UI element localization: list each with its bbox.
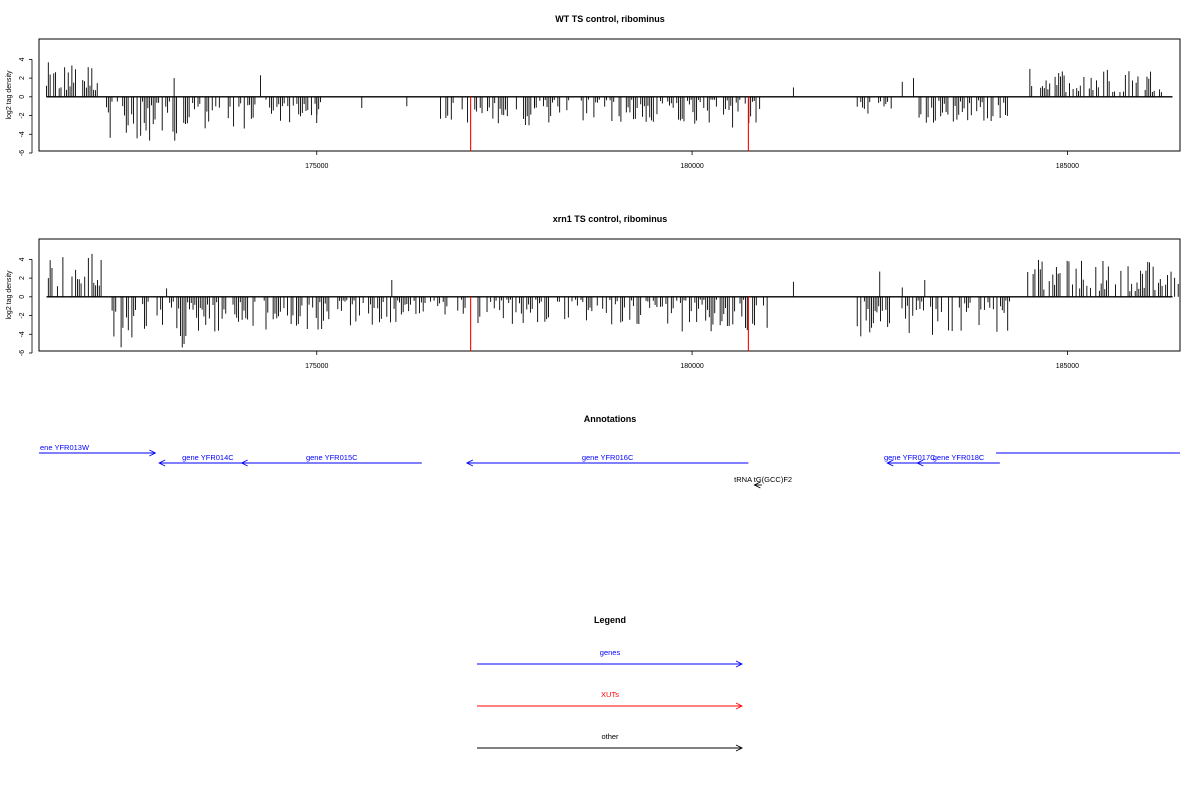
annotation-feature: ene YFR013W xyxy=(39,443,157,457)
y-tick-label: 4 xyxy=(19,257,26,261)
legend-label: XUTs xyxy=(601,690,619,699)
y-tick-label: -2 xyxy=(19,312,26,318)
annotations-track: Annotations ene YFR013W gene YFR014C gene … xyxy=(39,414,1180,489)
y-axis-label: log2 tag density xyxy=(6,270,13,320)
legend-arrowhead xyxy=(735,660,744,668)
y-tick-label: 0 xyxy=(19,95,26,99)
feature-label: gene YFR015C xyxy=(306,453,358,462)
feature-label: gene YFR018C xyxy=(933,453,985,462)
y-tick-label: -6 xyxy=(19,350,26,356)
y-axis-label: log2 tag density xyxy=(6,70,13,120)
y-tick-label: -4 xyxy=(19,331,26,337)
feature-label: tRNA tG(GCC)F2 xyxy=(734,475,792,484)
feature-label: gene YFR017C xyxy=(884,453,936,462)
legend-title: Legend xyxy=(594,615,626,625)
y-tick-label: -2 xyxy=(19,112,26,118)
annotation-feature: gene YFR017C xyxy=(884,453,936,467)
legend-entry-genes: genes xyxy=(477,648,744,668)
y-tick-label: 2 xyxy=(19,276,26,280)
plot-frame xyxy=(38,38,1181,152)
y-tick-label: 2 xyxy=(19,76,26,80)
arrowhead xyxy=(465,459,474,467)
feature-label: gene YFR016C xyxy=(582,453,634,462)
arrowhead xyxy=(158,459,166,467)
x-tick-label: 175000 xyxy=(305,363,328,370)
annotation-feature: gene YFR014C xyxy=(158,453,257,467)
arrowhead xyxy=(886,459,894,467)
axes: 4 2 0 -2 -4 -6 175000 180000 185000 xyxy=(19,257,1079,370)
legend: Legend genes XUTs other xyxy=(477,615,744,752)
annotation-feature: gene YFR016C xyxy=(465,453,749,467)
plot-frame xyxy=(38,238,1181,352)
legend-entry-xuts: XUTs xyxy=(477,690,744,710)
x-tick-label: 185000 xyxy=(1056,163,1079,170)
annotation-feature: gene YFR018C xyxy=(916,453,1000,467)
legend-arrowhead xyxy=(735,702,744,710)
x-tick-label: 175000 xyxy=(305,163,328,170)
bar-marks xyxy=(46,253,1179,352)
legend-arrowhead xyxy=(735,744,744,752)
bar-marks xyxy=(46,62,1173,152)
y-tick-label: -6 xyxy=(19,150,26,156)
y-tick-label: -4 xyxy=(19,131,26,137)
y-tick-label: 0 xyxy=(19,295,26,299)
x-tick-label: 180000 xyxy=(680,163,703,170)
legend-entries: genes XUTs other xyxy=(477,648,744,752)
x-tick-label: 185000 xyxy=(1056,363,1079,370)
legend-label: other xyxy=(601,732,619,741)
annotation-features: ene YFR013W gene YFR014C gene YFR015C gene … xyxy=(39,443,1180,489)
feature-label: ene YFR013W xyxy=(40,443,90,452)
legend-entry-other: other xyxy=(477,732,744,752)
y-tick-label: 4 xyxy=(19,57,26,61)
wt-density-panel: WT TS control, ribominus log2 tag densit… xyxy=(6,14,1181,170)
annotations-title: Annotations xyxy=(584,414,637,424)
arrowhead xyxy=(753,481,761,489)
xrn1-density-panel: xrn1 TS control, ribominus log2 tag dens… xyxy=(6,214,1181,370)
feature-label: gene YFR014C xyxy=(182,453,234,462)
arrowhead xyxy=(240,459,248,467)
legend-label: genes xyxy=(600,648,621,657)
panel-title: WT TS control, ribominus xyxy=(555,14,665,24)
panel-title: xrn1 TS control, ribominus xyxy=(553,214,668,224)
arrowhead xyxy=(149,449,157,457)
axes: 4 2 0 -2 -4 -6 175000 180000 185000 xyxy=(19,57,1079,170)
annotation-feature: tRNA tG(GCC)F2 xyxy=(734,475,792,489)
arrowhead xyxy=(916,459,924,467)
annotation-feature: gene YFR015C xyxy=(240,453,422,467)
x-tick-label: 180000 xyxy=(680,363,703,370)
